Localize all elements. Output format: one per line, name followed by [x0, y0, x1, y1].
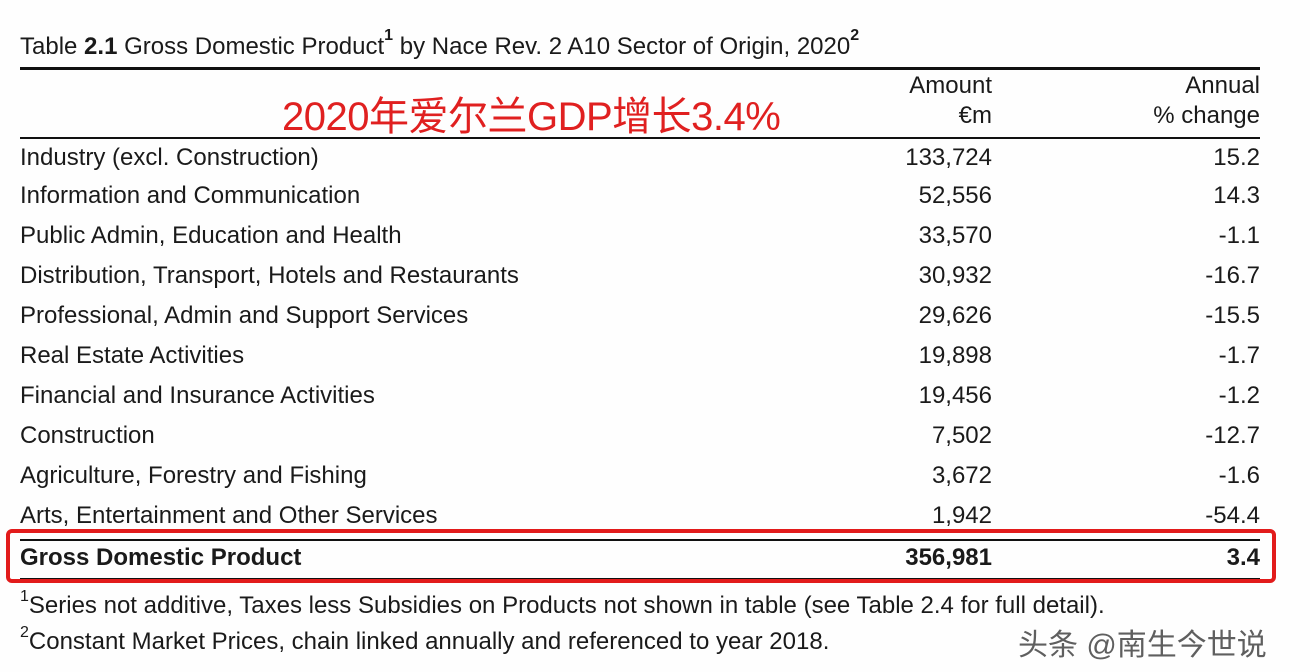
footnote-mark: 1	[20, 588, 29, 605]
watermark: 头条 @南生今世说	[1018, 629, 1267, 662]
footnote-2: 2Constant Market Prices, chain linked an…	[20, 624, 830, 656]
amount-value: 29,626	[918, 302, 992, 329]
total-change: 3.4	[1226, 544, 1260, 571]
sector-label: Agriculture, Forestry and Fishing	[20, 462, 367, 489]
total-top-rule	[20, 539, 1260, 541]
title-text-2: by Nace Rev. 2 A10 Sector of Origin, 202…	[393, 33, 851, 60]
total-row: Gross Domestic Product 356,981 3.4	[20, 544, 1260, 584]
amount-header-line1: Amount	[909, 72, 992, 99]
change-value: 14.3	[1213, 182, 1260, 209]
highlight-box	[6, 529, 1276, 583]
change-value: -54.4	[1205, 502, 1260, 529]
amount-value: 133,724	[905, 144, 992, 171]
table-row: Arts, Entertainment and Other Services 1…	[20, 502, 1260, 542]
chinese-annotation: 2020年爱尔兰GDP增长3.4%	[282, 95, 781, 139]
change-value: -1.2	[1218, 382, 1260, 409]
table-number: 2.1	[84, 33, 118, 60]
amount-value: 19,456	[918, 382, 992, 409]
table-row: Real Estate Activities 19,898 -1.7	[20, 342, 1260, 382]
header-rule	[20, 137, 1260, 139]
amount-header-line2: €m	[958, 102, 992, 129]
footnote-ref-2: 2	[850, 27, 860, 44]
change-value: -15.5	[1205, 302, 1260, 329]
amount-header: Amount €m	[909, 71, 992, 131]
table-row: Public Admin, Education and Health 33,57…	[20, 222, 1260, 262]
footnote-text: Series not additive, Taxes less Subsidie…	[28, 592, 1105, 619]
table-row: Financial and Insurance Activities 19,45…	[20, 382, 1260, 422]
title-prefix: Table	[20, 33, 85, 60]
sector-label: Industry (excl. Construction)	[20, 144, 319, 171]
change-value: 15.2	[1213, 144, 1260, 171]
footnote-text: Constant Market Prices, chain linked ann…	[28, 628, 830, 655]
sector-label: Public Admin, Education and Health	[20, 222, 402, 249]
footnote-1: 1Series not additive, Taxes less Subsidi…	[20, 588, 1105, 620]
change-value: -1.1	[1218, 222, 1260, 249]
table-row: Industry (excl. Construction) 133,724 15…	[20, 144, 1260, 184]
change-value: -12.7	[1205, 422, 1260, 449]
change-value: -1.6	[1218, 462, 1260, 489]
table-row: Professional, Admin and Support Services…	[20, 302, 1260, 342]
amount-value: 33,570	[918, 222, 992, 249]
total-amount: 356,981	[905, 544, 992, 571]
sector-label: Distribution, Transport, Hotels and Rest…	[20, 262, 519, 289]
amount-value: 19,898	[918, 342, 992, 369]
table-title: Table 2.1 Gross Domestic Product1 by Nac…	[20, 27, 859, 61]
change-header-line1: Annual	[1185, 72, 1260, 99]
sector-label: Financial and Insurance Activities	[20, 382, 375, 409]
amount-value: 52,556	[918, 182, 992, 209]
table-row: Agriculture, Forestry and Fishing 3,672 …	[20, 462, 1260, 502]
footnote-mark: 2	[20, 624, 29, 641]
amount-value: 7,502	[931, 422, 992, 449]
change-value: -1.7	[1218, 342, 1260, 369]
change-header-line2: % change	[1153, 102, 1260, 129]
sector-label: Information and Communication	[20, 182, 361, 209]
amount-value: 1,942	[931, 502, 992, 529]
sector-label: Professional, Admin and Support Services	[20, 302, 469, 329]
change-header: Annual % change	[1153, 71, 1260, 131]
sector-label: Arts, Entertainment and Other Services	[20, 502, 438, 529]
footnote-ref-1: 1	[384, 27, 394, 44]
amount-value: 3,672	[931, 462, 992, 489]
title-rule	[20, 67, 1260, 70]
table-row: Construction 7,502 -12.7	[20, 422, 1260, 462]
sector-label: Construction	[20, 422, 155, 449]
change-value: -16.7	[1205, 262, 1260, 289]
table-row: Information and Communication 52,556 14.…	[20, 182, 1260, 222]
table-row: Distribution, Transport, Hotels and Rest…	[20, 262, 1260, 302]
sector-label: Real Estate Activities	[20, 342, 245, 369]
total-label: Gross Domestic Product	[20, 544, 302, 571]
title-text: Gross Domestic Product	[117, 33, 385, 60]
amount-value: 30,932	[918, 262, 992, 289]
